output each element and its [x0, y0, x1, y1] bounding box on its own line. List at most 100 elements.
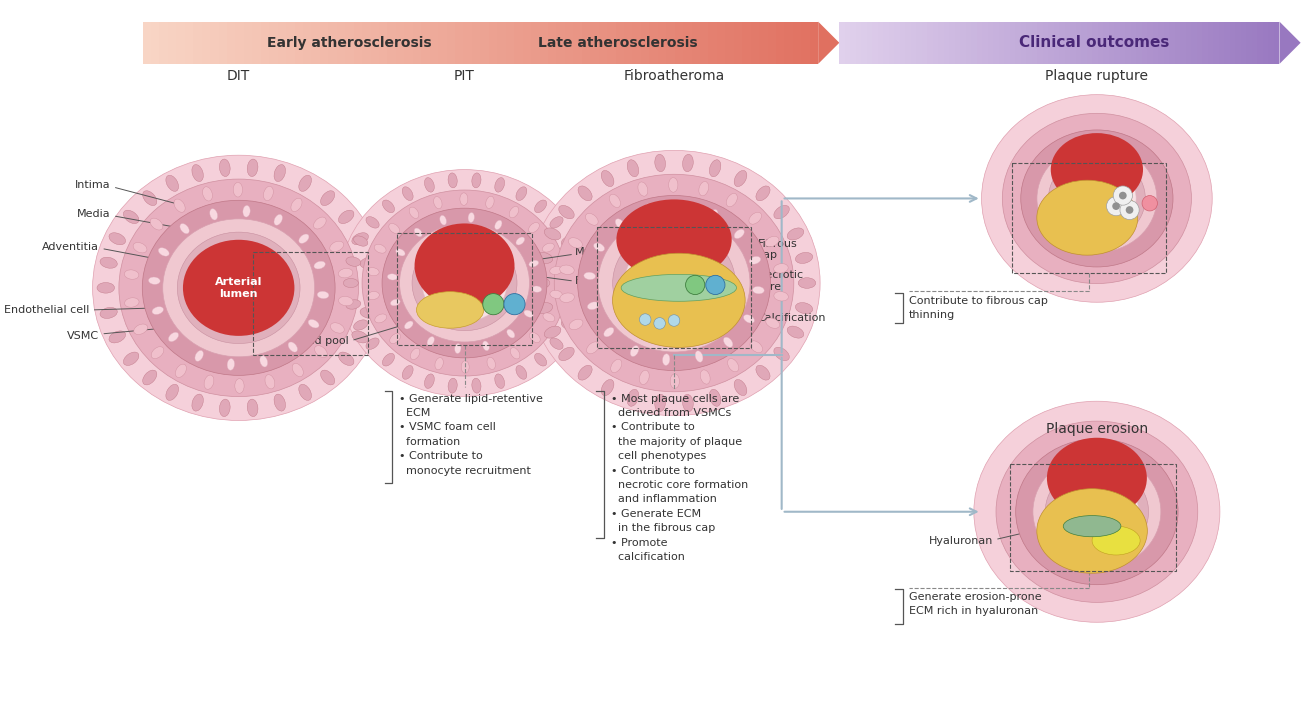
Polygon shape: [218, 21, 228, 64]
Circle shape: [1107, 197, 1125, 216]
Ellipse shape: [220, 399, 230, 417]
Ellipse shape: [1092, 526, 1140, 555]
Polygon shape: [142, 21, 151, 64]
Ellipse shape: [616, 219, 625, 229]
Ellipse shape: [361, 257, 378, 268]
Circle shape: [705, 275, 725, 295]
Ellipse shape: [483, 341, 490, 351]
Ellipse shape: [1016, 439, 1178, 585]
Ellipse shape: [434, 358, 443, 370]
Polygon shape: [801, 21, 809, 64]
Ellipse shape: [367, 267, 379, 276]
Text: Arterial
lumen: Arterial lumen: [215, 277, 262, 299]
Ellipse shape: [683, 154, 694, 172]
Ellipse shape: [559, 347, 574, 360]
Polygon shape: [472, 21, 480, 64]
Polygon shape: [1082, 21, 1087, 64]
Polygon shape: [371, 21, 379, 64]
Polygon shape: [201, 21, 211, 64]
Ellipse shape: [124, 210, 139, 224]
Circle shape: [669, 315, 680, 326]
Ellipse shape: [569, 257, 583, 266]
Ellipse shape: [628, 159, 638, 177]
Ellipse shape: [338, 352, 354, 365]
Polygon shape: [1163, 21, 1170, 64]
Ellipse shape: [374, 245, 386, 253]
Polygon shape: [976, 21, 982, 64]
Polygon shape: [1103, 21, 1109, 64]
Polygon shape: [421, 21, 430, 64]
Polygon shape: [184, 21, 193, 64]
Ellipse shape: [612, 253, 745, 347]
Ellipse shape: [724, 337, 733, 347]
Ellipse shape: [403, 365, 413, 379]
Ellipse shape: [597, 214, 750, 352]
Text: DIT: DIT: [228, 69, 250, 84]
Ellipse shape: [628, 389, 638, 406]
Ellipse shape: [387, 274, 397, 280]
Polygon shape: [944, 21, 949, 64]
Ellipse shape: [178, 232, 300, 343]
Ellipse shape: [416, 292, 484, 328]
Polygon shape: [862, 21, 867, 64]
Polygon shape: [168, 21, 176, 64]
Ellipse shape: [220, 159, 230, 177]
Ellipse shape: [338, 297, 353, 306]
Polygon shape: [565, 21, 574, 64]
Text: • Generate lipid-retentive
  ECM
• VSMC foam cell
  formation
• Contribute to
  : • Generate lipid-retentive ECM • VSMC fo…: [399, 393, 544, 475]
Polygon shape: [1180, 21, 1186, 64]
Ellipse shape: [383, 353, 395, 366]
Polygon shape: [759, 21, 767, 64]
Ellipse shape: [1063, 516, 1121, 537]
Ellipse shape: [153, 307, 163, 315]
Ellipse shape: [125, 297, 139, 307]
Ellipse shape: [459, 193, 467, 205]
Ellipse shape: [616, 199, 732, 280]
Ellipse shape: [630, 345, 638, 357]
Ellipse shape: [109, 232, 125, 245]
Ellipse shape: [996, 421, 1198, 602]
Ellipse shape: [655, 394, 666, 412]
Ellipse shape: [228, 359, 234, 370]
Ellipse shape: [382, 208, 547, 358]
Ellipse shape: [1048, 438, 1146, 518]
Polygon shape: [784, 21, 792, 64]
Ellipse shape: [1058, 163, 1136, 234]
Polygon shape: [1203, 21, 1208, 64]
Polygon shape: [193, 21, 201, 64]
Ellipse shape: [455, 343, 461, 353]
Ellipse shape: [562, 236, 575, 246]
Polygon shape: [867, 21, 873, 64]
Polygon shape: [916, 21, 921, 64]
Polygon shape: [1032, 21, 1037, 64]
Polygon shape: [430, 21, 438, 64]
Ellipse shape: [346, 300, 361, 309]
Ellipse shape: [578, 365, 592, 380]
Ellipse shape: [338, 210, 354, 224]
Ellipse shape: [315, 261, 325, 269]
Ellipse shape: [755, 186, 770, 201]
Ellipse shape: [299, 175, 312, 192]
Ellipse shape: [1050, 133, 1144, 206]
Ellipse shape: [1037, 144, 1157, 252]
Ellipse shape: [163, 219, 315, 357]
Ellipse shape: [571, 278, 586, 287]
Polygon shape: [1115, 21, 1120, 64]
Ellipse shape: [409, 207, 418, 218]
Ellipse shape: [461, 360, 470, 373]
Ellipse shape: [536, 252, 553, 263]
Polygon shape: [883, 21, 888, 64]
Polygon shape: [1054, 21, 1059, 64]
Ellipse shape: [92, 155, 384, 420]
Ellipse shape: [366, 217, 379, 228]
Ellipse shape: [338, 268, 353, 278]
Polygon shape: [1230, 21, 1236, 64]
Ellipse shape: [274, 164, 286, 182]
Ellipse shape: [383, 200, 395, 212]
Polygon shape: [1016, 21, 1021, 64]
Ellipse shape: [534, 353, 546, 366]
Polygon shape: [354, 21, 362, 64]
Ellipse shape: [594, 243, 604, 252]
Ellipse shape: [699, 182, 708, 196]
Ellipse shape: [695, 351, 703, 363]
